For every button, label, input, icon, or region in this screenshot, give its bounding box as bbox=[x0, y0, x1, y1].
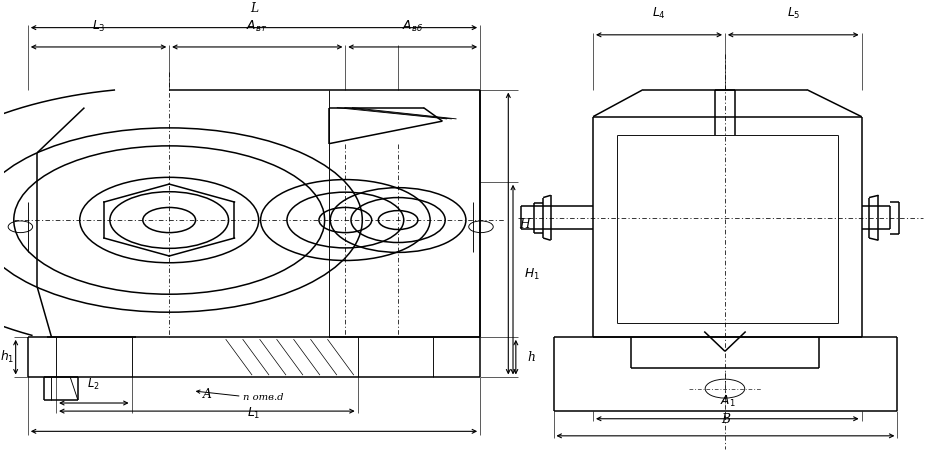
Text: $L_1$: $L_1$ bbox=[247, 406, 260, 421]
Text: $L_5$: $L_5$ bbox=[787, 6, 800, 21]
Text: $A_1$: $A_1$ bbox=[720, 394, 735, 409]
Text: $h_1$: $h_1$ bbox=[0, 349, 14, 365]
Text: L: L bbox=[250, 2, 258, 15]
Text: B: B bbox=[721, 413, 730, 426]
Text: $A_{вб}$: $A_{вб}$ bbox=[402, 19, 422, 34]
Text: $L_3$: $L_3$ bbox=[92, 19, 105, 34]
Text: $A_{вт}$: $A_{вт}$ bbox=[246, 19, 267, 34]
Text: п отв.d: п отв.d bbox=[243, 393, 284, 402]
Text: A: A bbox=[203, 388, 211, 401]
Text: H: H bbox=[520, 218, 530, 231]
Text: $H_1$: $H_1$ bbox=[525, 266, 540, 281]
Text: $L_2$: $L_2$ bbox=[87, 377, 100, 392]
Text: $L_4$: $L_4$ bbox=[652, 6, 666, 21]
Text: h: h bbox=[527, 351, 535, 364]
